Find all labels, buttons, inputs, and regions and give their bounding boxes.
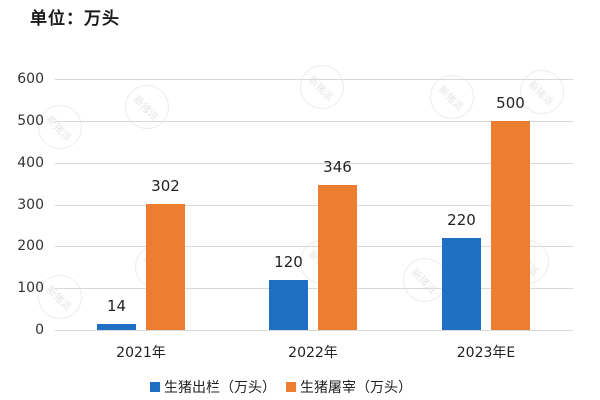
bar-output-2 [442,238,481,330]
y-axis-tick-label: 100 [17,280,44,296]
legend-item-slaughter: 生猪屠宰（万头） [286,377,412,397]
x-axis-category-label: 2023年E [456,345,516,361]
unit-label: 单位：万头 [30,9,120,29]
bar-slaughter-2 [491,121,530,330]
legend-label: 生猪屠宰（万头） [300,380,412,396]
legend-swatch-icon [150,382,160,392]
bar-value-label: 14 [106,297,127,315]
watermark-stamp: 新猪派 [510,60,574,124]
watermark-stamp: 新猪派 [290,55,354,119]
gridline [55,330,573,331]
gridline [55,205,573,206]
legend-item-output: 生猪出栏（万头） [150,377,276,397]
y-axis-tick-label: 0 [35,322,44,338]
watermark-stamp: 新猪派 [115,75,179,139]
x-axis-category-label: 2021年 [116,345,166,361]
watermark-stamp: 新猪派 [28,265,92,329]
gridline [55,288,573,289]
y-axis-tick-label: 500 [17,113,44,129]
gridline [55,121,573,122]
x-axis-category-label: 2022年 [288,345,338,361]
chart-legend: 生猪出栏（万头） 生猪屠宰（万头） [150,377,412,397]
gridline [55,163,573,164]
legend-label: 生猪出栏（万头） [164,380,276,396]
y-axis-tick-label: 600 [17,71,44,87]
watermark-stamp: 新猪派 [420,65,484,129]
bar-slaughter-1 [318,185,357,330]
gridline [55,79,573,80]
y-axis-tick-label: 200 [17,238,44,254]
bar-value-label: 500 [496,94,525,112]
y-axis-tick-label: 400 [17,155,44,171]
bar-slaughter-0 [146,204,185,330]
bar-output-1 [269,280,308,330]
gridline [55,246,573,247]
bar-value-label: 346 [323,158,352,176]
bar-value-label: 120 [274,253,303,271]
bar-value-label: 302 [151,177,180,195]
y-axis-tick-label: 300 [17,197,44,213]
legend-swatch-icon [286,382,296,392]
bar-value-label: 220 [447,211,476,229]
bar-output-0 [97,324,136,330]
